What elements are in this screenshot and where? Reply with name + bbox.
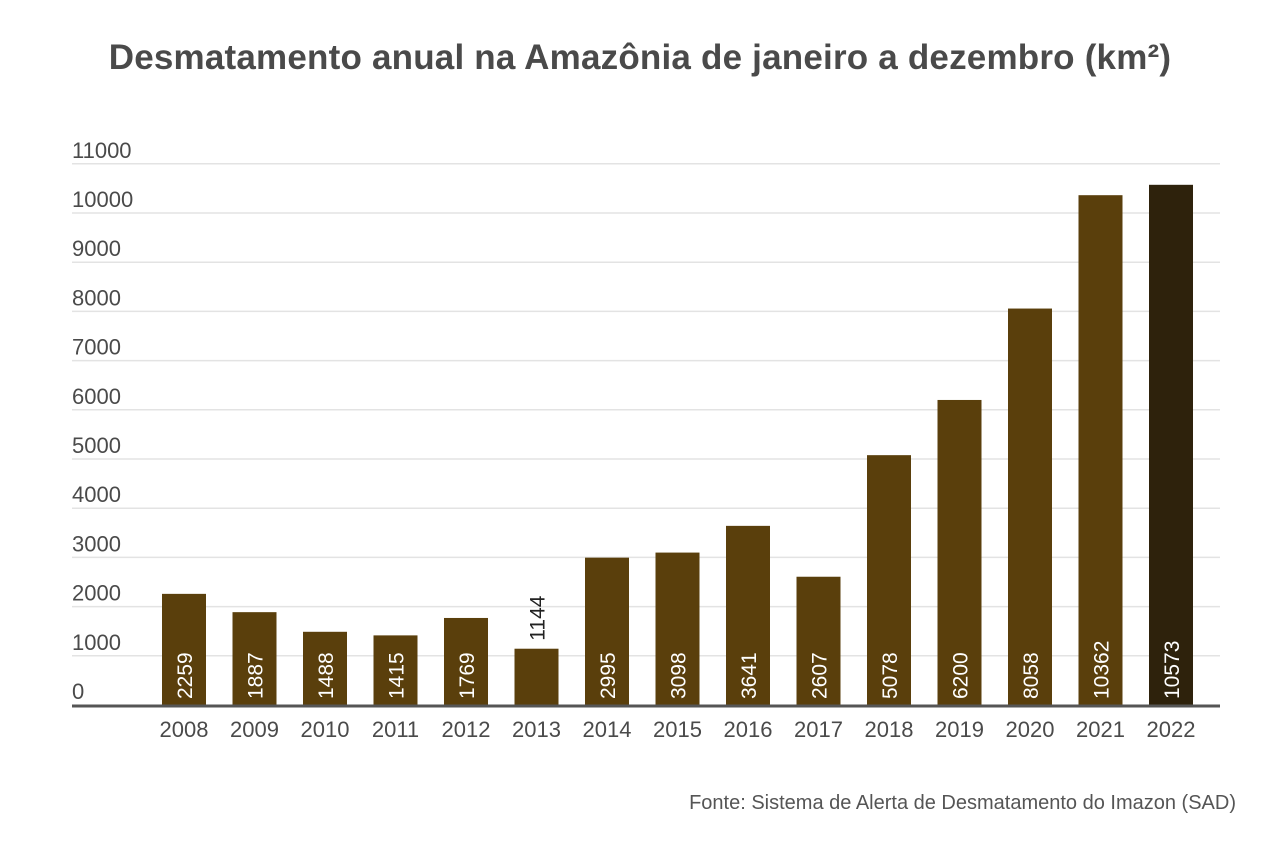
y-tick-label: 5000 <box>72 433 121 458</box>
x-tick-label: 2022 <box>1147 717 1196 742</box>
data-label: 10573 <box>1161 641 1184 699</box>
x-tick-label: 2015 <box>653 717 702 742</box>
bar <box>1149 184 1193 705</box>
bar <box>867 455 911 705</box>
y-tick-label: 6000 <box>72 384 121 409</box>
bar <box>514 648 559 705</box>
data-label: 1144 <box>527 595 550 640</box>
x-tick-label: 2019 <box>935 717 984 742</box>
bar <box>937 399 982 705</box>
x-tick-label: 2012 <box>442 717 491 742</box>
x-tick-label: 2008 <box>160 717 209 742</box>
bar <box>303 631 347 705</box>
x-tick-label: 2020 <box>1006 717 1055 742</box>
y-tick-label: 10000 <box>72 187 133 212</box>
bar <box>232 612 277 705</box>
x-tick-label: 2009 <box>230 717 279 742</box>
x-tick-label: 2021 <box>1076 717 1125 742</box>
data-label: 2995 <box>597 652 620 699</box>
x-tick-label: 2010 <box>301 717 350 742</box>
y-tick-label: 1000 <box>72 630 121 655</box>
data-label: 2607 <box>809 652 832 699</box>
x-tick-label: 2017 <box>794 717 843 742</box>
y-tick-label: 9000 <box>72 236 121 261</box>
bar <box>162 593 206 705</box>
x-tick-label: 2016 <box>724 717 773 742</box>
source-note: Fonte: Sistema de Alerta de Desmatamento… <box>689 792 1236 814</box>
y-tick-label: 2000 <box>72 581 121 606</box>
data-label: 1415 <box>386 652 409 699</box>
data-label: 3641 <box>738 652 761 699</box>
bar <box>444 617 488 705</box>
data-label: 1769 <box>456 652 479 699</box>
bar <box>655 552 700 705</box>
x-tick-label: 2011 <box>372 717 419 742</box>
x-tick-label: 2018 <box>865 717 914 742</box>
bar <box>1078 195 1123 705</box>
x-tick-label: 2013 <box>512 717 561 742</box>
data-label: 10362 <box>1091 641 1114 699</box>
bar <box>373 635 418 705</box>
y-tick-label: 4000 <box>72 482 121 507</box>
y-tick-label: 0 <box>72 679 84 704</box>
data-label: 3098 <box>668 652 691 699</box>
y-tick-label: 11000 <box>72 138 132 163</box>
data-label: 1488 <box>315 652 338 699</box>
data-label: 1887 <box>245 652 268 699</box>
bar <box>585 557 629 705</box>
data-label: 2259 <box>174 652 197 699</box>
x-tick-label: 2014 <box>583 717 632 742</box>
bar <box>1008 308 1052 705</box>
chart-title: Desmatamento anual na Amazônia de janeir… <box>108 38 1172 77</box>
y-tick-label: 7000 <box>72 335 121 360</box>
bar <box>796 576 841 705</box>
bar <box>726 525 770 705</box>
data-label: 6200 <box>950 652 973 699</box>
y-tick-label: 8000 <box>72 285 121 310</box>
data-label: 8058 <box>1020 652 1043 699</box>
y-tick-label: 3000 <box>72 531 121 556</box>
data-label: 5078 <box>879 652 902 699</box>
